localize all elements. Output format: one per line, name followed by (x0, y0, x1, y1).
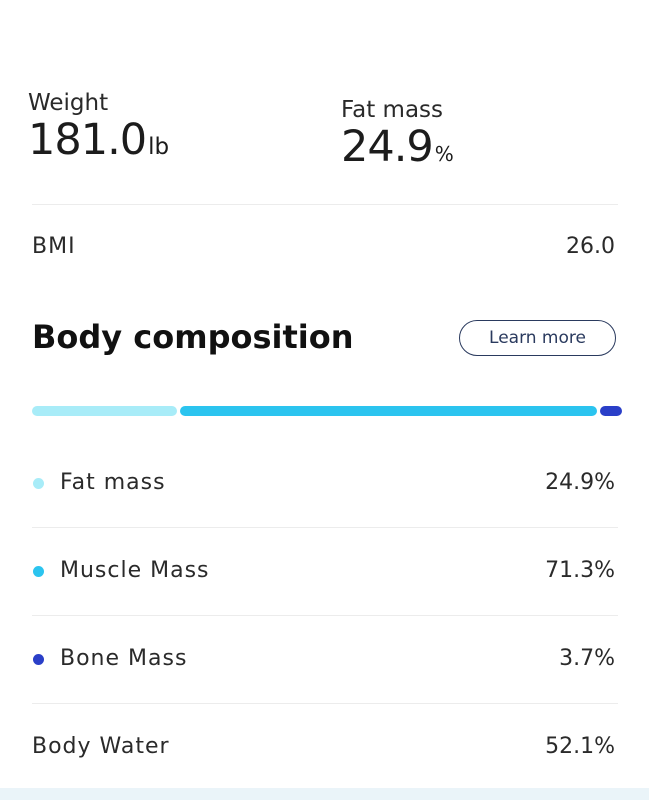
weight-stat: Weight 181.0lb (28, 89, 169, 163)
learn-more-button[interactable]: Learn more (459, 320, 616, 356)
fat-mass-row-label: Fat mass (60, 470, 166, 495)
fat-mass-label: Fat mass (341, 97, 444, 123)
bone-mass-row-label: Bone Mass (60, 646, 188, 671)
divider (32, 527, 618, 528)
divider (32, 615, 618, 616)
fat-mass-row-value: 24.9% (545, 470, 615, 495)
bmi-value: 26.0 (566, 234, 615, 259)
muscle-mass-bar-segment (180, 406, 598, 416)
muscle-mass-legend-dot (33, 566, 44, 577)
fat-mass-stat: Fat mass 24.9% (341, 96, 454, 170)
body-water-value: 52.1% (545, 734, 615, 759)
body-composition-bar (32, 406, 622, 416)
bone-mass-bar-segment (600, 406, 622, 416)
bmi-label: BMI (32, 234, 76, 259)
fat-mass-legend-dot (33, 478, 44, 489)
fat-mass-value-group: 24.9% (341, 124, 454, 170)
muscle-mass-row-label: Muscle Mass (60, 558, 210, 583)
weight-unit: lb (148, 134, 170, 160)
bottom-panel-edge (0, 788, 649, 800)
body-water-label: Body Water (32, 734, 170, 759)
fat-mass-bar-segment (32, 406, 178, 416)
muscle-mass-row-value: 71.3% (545, 558, 615, 583)
fat-mass-value: 24.9 (341, 122, 434, 172)
weight-label: Weight (28, 90, 109, 116)
weight-value: 181.0 (28, 115, 147, 165)
bone-mass-legend-dot (33, 654, 44, 665)
bone-mass-row-value: 3.7% (559, 646, 615, 671)
divider (32, 204, 618, 205)
weight-value-group: 181.0lb (28, 117, 169, 163)
fat-mass-unit: % (434, 142, 454, 166)
section-title: Body composition (32, 318, 354, 356)
divider (32, 703, 618, 704)
